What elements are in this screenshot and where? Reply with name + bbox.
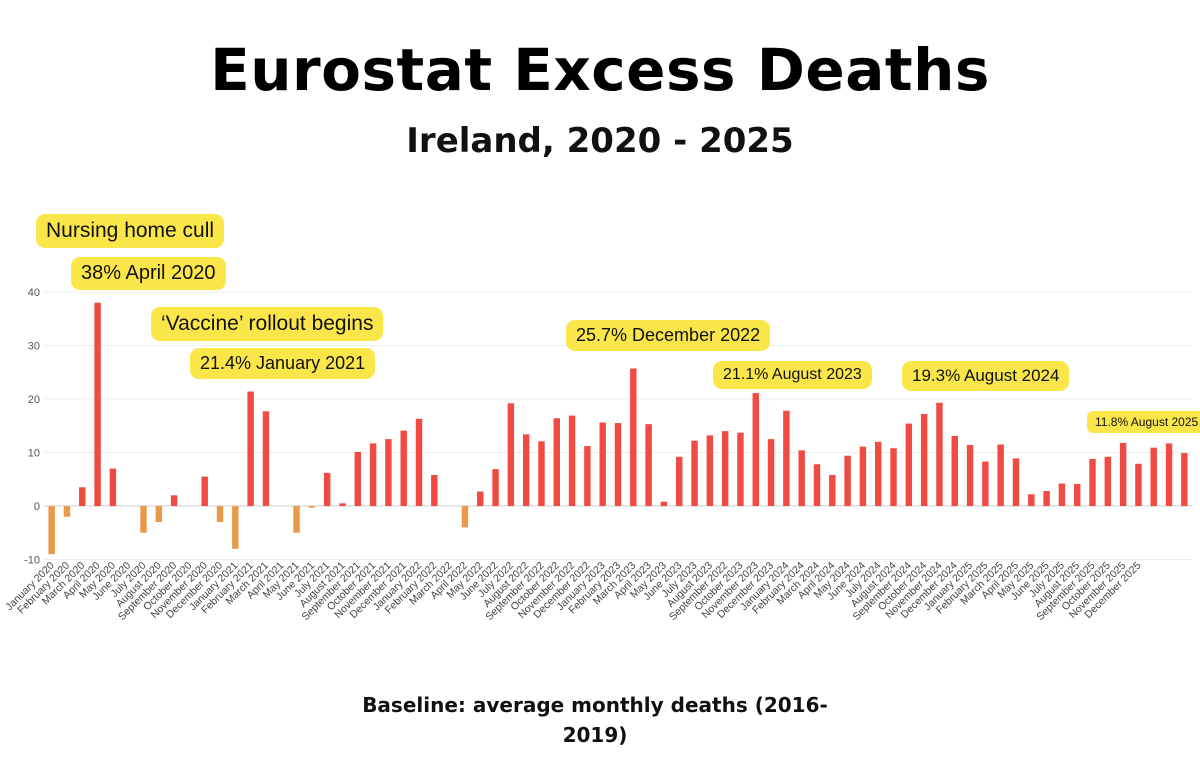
bar [676, 456, 683, 506]
bar [920, 413, 928, 506]
bar [859, 446, 867, 506]
bar [63, 506, 71, 517]
bar [415, 418, 423, 506]
y-tick-label: -10 [24, 555, 40, 567]
bar [477, 491, 484, 506]
y-tick-label: 40 [28, 287, 40, 299]
bar [584, 446, 591, 506]
bar [1058, 483, 1066, 506]
bar [232, 506, 239, 549]
bar [354, 451, 361, 506]
annotation-august-2023: 21.1% August 2023 [713, 361, 872, 389]
bar [1181, 453, 1188, 506]
bar [813, 464, 821, 506]
y-tick-label: 0 [34, 501, 40, 513]
bar [890, 448, 897, 506]
bars [48, 302, 1188, 555]
bar [752, 393, 759, 506]
y-tick-label: 10 [28, 448, 40, 460]
bar [630, 368, 637, 506]
bar [216, 506, 224, 523]
chart-title: Eurostat Excess Deaths [210, 36, 990, 104]
bar [645, 424, 652, 506]
bar [721, 431, 729, 506]
bar [951, 435, 958, 506]
bar [492, 469, 499, 506]
bar [109, 468, 117, 506]
bar [783, 410, 790, 506]
bar [170, 495, 178, 506]
bar [262, 411, 270, 506]
annotation-august-2024: 19.3% August 2024 [902, 361, 1070, 391]
bar [1073, 484, 1081, 506]
annotation-vaccine-rollout: ‘Vaccine’ rollout begins [151, 307, 384, 341]
bar [767, 439, 775, 507]
bar [48, 506, 55, 555]
bar [400, 430, 407, 506]
bar [905, 423, 913, 506]
annotation-january-2021: 21.4% January 2021 [190, 348, 376, 379]
bar [1135, 463, 1142, 506]
bar [798, 450, 805, 506]
annotation-nursing-home: Nursing home cull [36, 214, 225, 248]
bar [538, 441, 545, 506]
bar [568, 415, 576, 506]
bar [614, 423, 622, 506]
bar [982, 461, 989, 506]
bar [553, 418, 560, 506]
bar [385, 439, 392, 507]
bar [997, 444, 1004, 506]
baseline-line-2: 2019) [562, 723, 628, 747]
bar [1150, 447, 1157, 506]
bar [1104, 456, 1112, 506]
bar [1165, 443, 1173, 506]
bar [522, 434, 530, 506]
baseline-note: Baseline: average monthly deaths (2016- … [340, 690, 850, 750]
bar [155, 506, 163, 523]
bar [1089, 458, 1096, 506]
chart-subtitle: Ireland, 2020 - 2025 [406, 121, 794, 161]
bar [1012, 458, 1020, 506]
bar [461, 506, 469, 528]
bar [660, 501, 668, 506]
annotation-august-2025: 11.8% August 2025 [1087, 411, 1200, 433]
y-axis: -10 0 10 20 30 40 [24, 287, 40, 567]
bar [201, 476, 208, 506]
bar [431, 474, 438, 506]
bar [140, 506, 147, 533]
bar [737, 432, 744, 506]
annotation-december-2022: 25.7% December 2022 [566, 320, 771, 351]
bar [1119, 442, 1127, 506]
bar [323, 472, 331, 506]
bar [844, 455, 851, 506]
bar [369, 443, 377, 506]
bar [79, 487, 86, 506]
bar [691, 440, 698, 506]
bar [706, 435, 714, 506]
bar [293, 506, 300, 533]
bar [936, 402, 943, 506]
bar [507, 403, 515, 506]
bar [339, 503, 346, 506]
bar [829, 474, 836, 506]
bar [599, 422, 606, 506]
y-tick-label: 30 [28, 341, 40, 353]
baseline-line-1: Baseline: average monthly deaths (2016- [362, 693, 828, 717]
annotation-april-2020: 38% April 2020 [71, 257, 226, 290]
bar [1028, 494, 1035, 506]
bar [247, 391, 254, 506]
bar [966, 445, 974, 506]
bar [308, 506, 316, 508]
bar [875, 441, 882, 506]
bar [94, 302, 101, 506]
bar [1043, 491, 1050, 506]
y-tick-label: 20 [28, 394, 40, 406]
